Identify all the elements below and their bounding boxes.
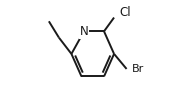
Text: N: N [80, 25, 88, 38]
Text: Cl: Cl [119, 6, 131, 19]
Text: Br: Br [132, 64, 144, 74]
